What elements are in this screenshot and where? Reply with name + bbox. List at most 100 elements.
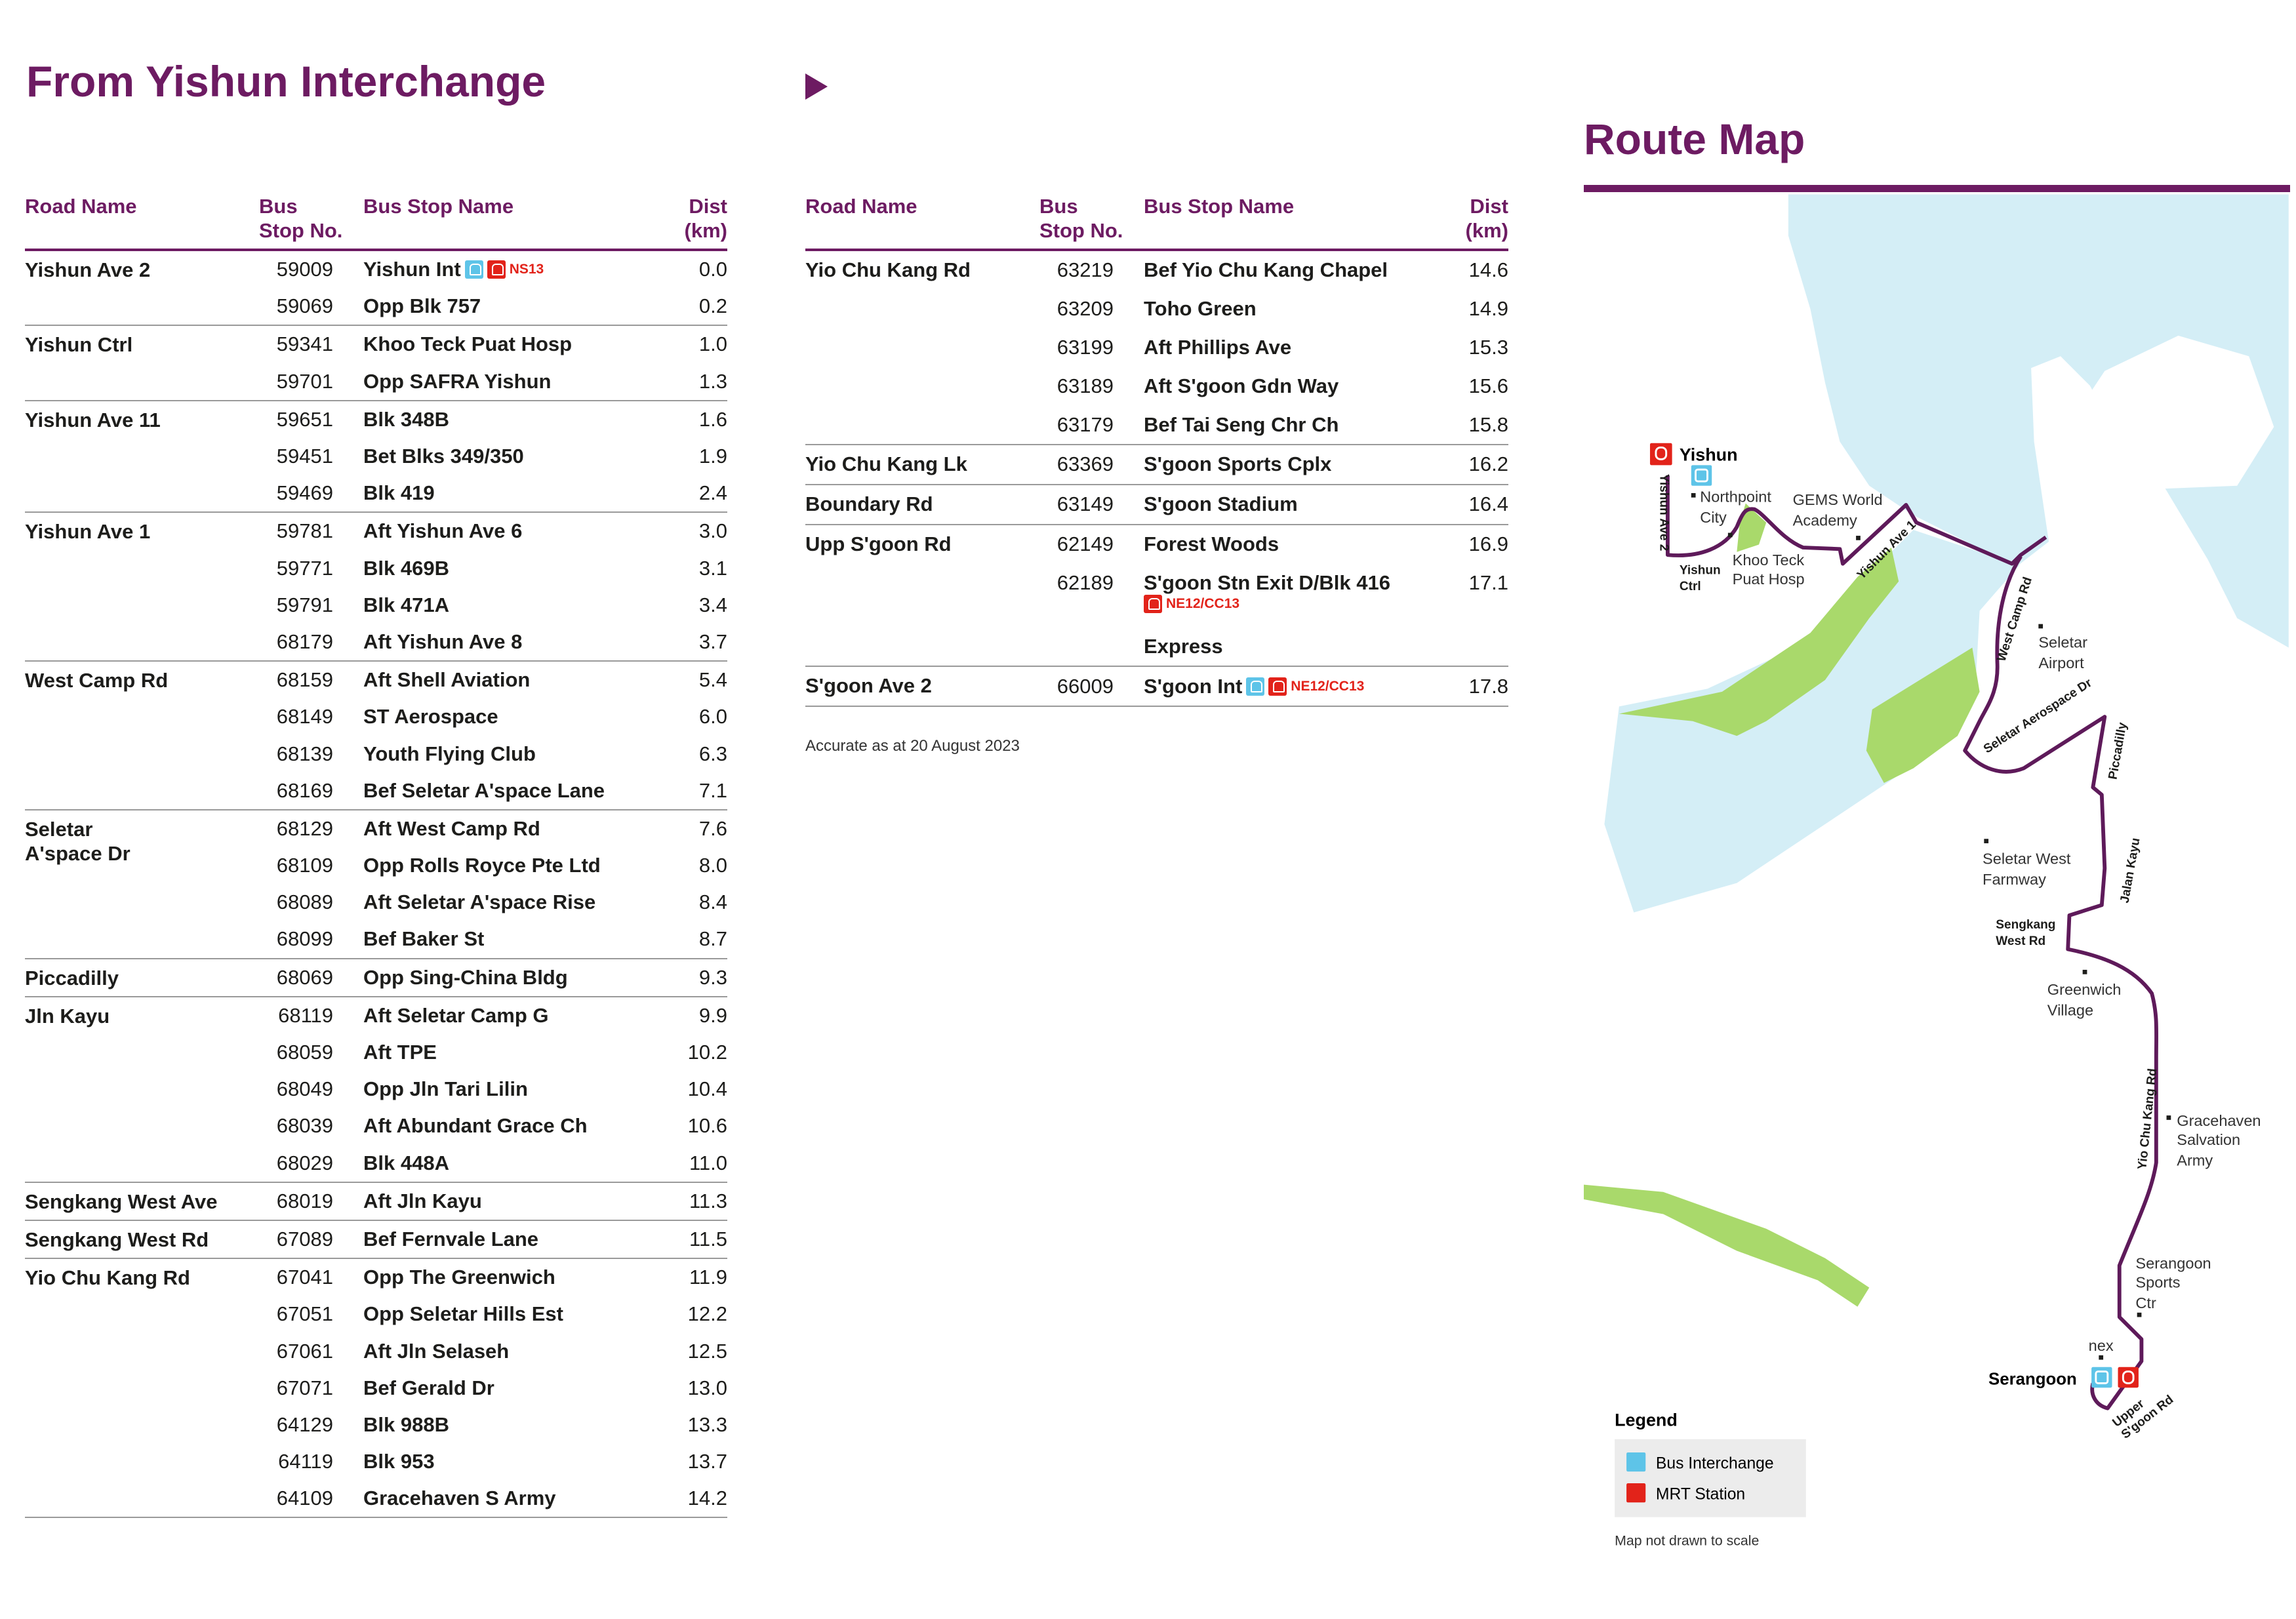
distance-km: 0.0 xyxy=(698,258,727,281)
bus-stop-name-cell: Aft Shell Aviation xyxy=(363,668,530,692)
header-km: (km) xyxy=(684,219,727,242)
road-name: S'goon Ave 2 xyxy=(805,674,932,698)
distance-km: 16.9 xyxy=(1468,532,1508,555)
bus-stop-number: 66009 xyxy=(1057,674,1114,698)
table-row: 67071 Bef Gerald Dr 13.0 xyxy=(25,1370,727,1407)
distance-km: 8.4 xyxy=(698,890,727,914)
table-row: 68059 Aft TPE 10.2 xyxy=(25,1034,727,1071)
header-stop-no: Stop No. xyxy=(1039,219,1123,242)
table-header: Road Name Bus Stop No. Bus Stop Name Dis… xyxy=(25,194,727,251)
table-row: 68159 Aft Shell Aviation 5.4 xyxy=(25,662,727,698)
bus-stop-name: Aft Phillips Ave xyxy=(1144,335,1292,359)
table-row: 68019 Aft Jln Kayu 11.3 xyxy=(25,1183,727,1220)
bus-stop-name: Opp Seletar Hills Est xyxy=(363,1302,563,1326)
mrt-station-icon xyxy=(487,260,506,279)
table-row: 68109 Opp Rolls Royce Pte Ltd 8.0 xyxy=(25,847,727,884)
table-row: 59701 Opp SAFRA Yishun 1.3 xyxy=(25,363,727,400)
bus-stop-name-cell: Opp Seletar Hills Est xyxy=(363,1302,563,1326)
page-title: From Yishun Interchange xyxy=(26,57,546,106)
distance-km: 14.9 xyxy=(1468,297,1508,321)
scale-note: Map not drawn to scale xyxy=(1615,1532,1759,1548)
road-group: S'goon Ave 2 66009 S'goon Int NE12/CC13 17.8 xyxy=(805,667,1508,707)
bus-stop-name-cell: Aft Yishun Ave 6 xyxy=(363,519,522,543)
distance-km: 11.0 xyxy=(689,1151,727,1174)
header-dist: Dist xyxy=(1470,195,1508,218)
bus-stop-name: Bef Gerald Dr xyxy=(363,1376,494,1399)
distance-km: 16.4 xyxy=(1468,492,1508,516)
distance-km: 2.4 xyxy=(698,481,727,505)
bus-stop-name: Blk 448A xyxy=(363,1151,449,1174)
bus-stop-name-cell: Blk 953 xyxy=(363,1450,435,1473)
road-group: Sengkang West Rd 67089 Bef Fernvale Lane 11… xyxy=(25,1221,727,1260)
road-group: West Camp Rd 68159 Aft Shell Aviation 5.4 68… xyxy=(25,662,727,810)
mrt-station-code: NE12/CC13 xyxy=(1166,596,1240,612)
water xyxy=(1604,194,2289,913)
landmark-label: Sports xyxy=(2135,1274,2180,1291)
table-row: 59341 Khoo Teck Puat Hosp 1.0 xyxy=(25,326,727,363)
bus-stop-number: 59791 xyxy=(276,593,333,616)
bus-stop-name: Opp The Greenwich xyxy=(363,1266,555,1289)
bus-stop-name-cell: Blk 448A xyxy=(363,1151,449,1175)
table-row: 62149 Forest Woods 16.9 xyxy=(805,525,1508,564)
mrt-station-icon xyxy=(1649,443,1672,466)
mrt-station-icon xyxy=(1144,595,1162,614)
bus-stop-number: 68059 xyxy=(276,1041,333,1064)
distance-km: 1.0 xyxy=(698,332,727,356)
bus-stop-name-cell: Aft West Camp Rd xyxy=(363,817,540,841)
distance-km: 8.7 xyxy=(698,927,727,951)
landmark-label: Seletar West xyxy=(1983,850,2071,867)
bus-stop-name: S'goon Int xyxy=(1144,674,1243,698)
road-name: Upp S'goon Rd xyxy=(805,532,952,555)
bus-stop-name: Blk 348B xyxy=(363,407,449,431)
road-name: Jln Kayu xyxy=(25,1004,110,1028)
table-row: 59069 Opp Blk 757 0.2 xyxy=(25,288,727,325)
distance-km: 17.1 xyxy=(1468,571,1508,595)
accuracy-note: Accurate as at 20 August 2023 xyxy=(805,737,1020,755)
table-row: 63189 Aft S'goon Gdn Way 15.6 xyxy=(805,367,1508,405)
bus-stop-number: 68099 xyxy=(276,927,333,951)
mrt-connection: NE12/CC13 xyxy=(1144,595,1390,614)
landmark-label: Army xyxy=(2177,1151,2213,1169)
bus-stop-name: Opp Rolls Royce Pte Ltd xyxy=(363,854,601,877)
bus-stop-name-cell: S'goon Stn Exit D/Blk 416 NE12/CC13 xyxy=(1144,571,1390,614)
mrt-station-icon xyxy=(2118,1367,2139,1388)
landmark-label: Salvation xyxy=(2177,1131,2240,1148)
distance-km: 13.7 xyxy=(687,1450,727,1473)
bus-stop-name-cell: Bef Fernvale Lane xyxy=(363,1228,538,1251)
bus-stop-number: 59009 xyxy=(276,258,333,281)
bus-stop-name-cell: Khoo Teck Puat Hosp xyxy=(363,332,572,356)
bus-stop-name: Aft Jln Selaseh xyxy=(363,1339,510,1363)
table-row: 68049 Opp Jln Tari Lilin 10.4 xyxy=(25,1071,727,1108)
seletar-land xyxy=(2057,335,2274,504)
bus-stop-name: Youth Flying Club xyxy=(363,742,536,765)
bus-stop-number: 59651 xyxy=(276,407,333,431)
bus-stop-number: 68039 xyxy=(276,1114,333,1138)
bus-stop-name-cell: Express xyxy=(1144,635,1223,658)
bus-stop-number: 63149 xyxy=(1057,492,1114,516)
header-road-name: Road Name xyxy=(805,195,917,218)
bus-stop-number: 59469 xyxy=(276,481,333,505)
road-group: Yio Chu Kang Rd 67041 Opp The Greenwich 11.… xyxy=(25,1259,727,1519)
landmark-label: City xyxy=(1700,509,1727,526)
bus-stop-number: 68179 xyxy=(276,630,333,653)
road-name: Yio Chu Kang Rd xyxy=(25,1266,190,1290)
distance-km: 13.3 xyxy=(687,1412,727,1436)
distance-km: 15.8 xyxy=(1468,412,1508,436)
bus-stop-number: 59781 xyxy=(276,519,333,543)
bus-stop-number: 63189 xyxy=(1057,374,1114,397)
road-name: Yishun Ave 1 xyxy=(25,520,151,544)
bus-stop-name-cell: Blk 988B xyxy=(363,1413,449,1437)
bus-stop-number: 59451 xyxy=(276,445,333,468)
road-group: Yishun Ave 1 59781 Aft Yishun Ave 6 3.0 5977… xyxy=(25,513,727,662)
bus-stop-number: 68109 xyxy=(276,854,333,877)
bus-stop-name-cell: Youth Flying Club xyxy=(363,742,536,766)
table-row: 59771 Blk 469B 3.1 xyxy=(25,550,727,587)
left-stops-table: Road Name Bus Stop No. Bus Stop Name Dis… xyxy=(25,194,727,1519)
bus-stop-number: 64119 xyxy=(278,1450,333,1473)
bus-stop-number: 64129 xyxy=(276,1412,333,1436)
bus-interchange-icon xyxy=(1691,465,1712,486)
road-group: Yishun Ave 11 59651 Blk 348B 1.6 59451 Bet Bl… xyxy=(25,401,727,513)
distance-km: 12.2 xyxy=(687,1302,727,1326)
route-map: Yishun Serangoon Yishun Ave 2 Yishun Ctr… xyxy=(1584,194,2289,1548)
table-row: 64129 Blk 988B 13.3 xyxy=(25,1407,727,1443)
